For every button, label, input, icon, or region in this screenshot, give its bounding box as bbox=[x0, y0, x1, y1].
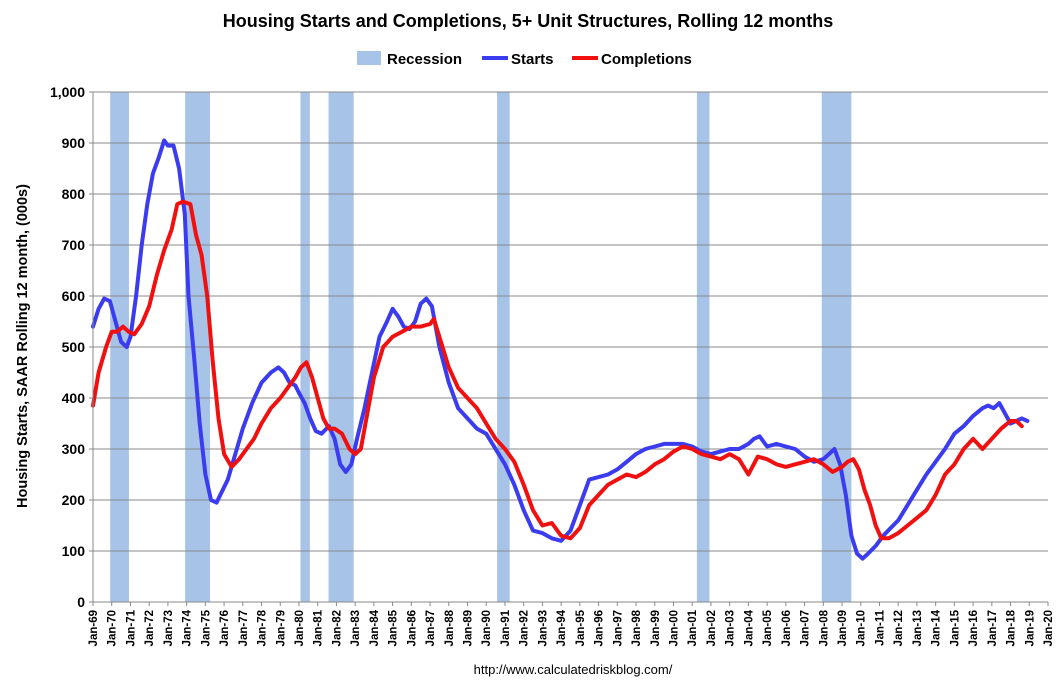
gridlines bbox=[93, 91, 1048, 552]
x-tick-label: Jan-92 bbox=[519, 610, 531, 646]
x-tick-label: Jan-77 bbox=[238, 610, 250, 646]
x-tick-label: Jan-81 bbox=[313, 609, 325, 646]
x-tick-label: Jan-07 bbox=[800, 610, 812, 646]
x-tick-label: Jan-72 bbox=[144, 610, 156, 646]
x-tick-label: Jan-91 bbox=[500, 609, 512, 646]
x-tick-label: Jan-03 bbox=[725, 610, 737, 646]
legend-item-completions: Completions bbox=[572, 51, 692, 68]
x-tick-label: Jan-97 bbox=[612, 610, 624, 646]
x-tick-label: Jan-11 bbox=[874, 609, 886, 645]
legend-swatch bbox=[357, 51, 381, 65]
x-tick-label: Jan-85 bbox=[388, 609, 400, 646]
y-tick-label: 800 bbox=[62, 186, 86, 202]
x-tick-label: Jan-90 bbox=[481, 610, 493, 646]
x-tick-label: Jan-78 bbox=[257, 609, 269, 646]
chart-title: Housing Starts and Completions, 5+ Unit … bbox=[223, 11, 834, 31]
x-tick-label: Jan-13 bbox=[912, 610, 924, 646]
x-tick-label: Jan-76 bbox=[219, 610, 231, 646]
legend-label: Recession bbox=[387, 51, 462, 68]
x-tick-label: Jan-20 bbox=[1043, 610, 1055, 646]
x-tick-label: Jan-95 bbox=[575, 609, 587, 646]
x-tick-label: Jan-93 bbox=[537, 610, 549, 646]
x-tick-label: Jan-70 bbox=[107, 610, 119, 646]
x-tick-label: Jan-98 bbox=[631, 609, 643, 646]
x-tick-label: Jan-87 bbox=[425, 610, 437, 646]
x-tick-label: Jan-00 bbox=[668, 610, 680, 646]
series-line-starts bbox=[91, 138, 1030, 561]
x-tick-label: Jan-84 bbox=[369, 609, 381, 646]
y-axis-label: Housing Starts, SAAR Rolling 12 month, (… bbox=[15, 184, 31, 508]
x-tick-label: Jan-86 bbox=[406, 610, 418, 646]
y-tick-label: 1,000 bbox=[50, 84, 85, 100]
x-tick-label: Jan-08 bbox=[818, 609, 830, 646]
x-tick-label: Jan-17 bbox=[987, 610, 999, 646]
x-tick-label: Jan-09 bbox=[837, 610, 849, 646]
x-tick-label: Jan-82 bbox=[331, 610, 343, 646]
series-lines bbox=[91, 138, 1030, 561]
y-tick-label: 300 bbox=[62, 441, 86, 457]
legend-item-recession: Recession bbox=[357, 51, 462, 68]
legend-label: Completions bbox=[601, 51, 692, 68]
x-tick-label: Jan-75 bbox=[200, 609, 212, 646]
x-tick-label: Jan-04 bbox=[743, 609, 755, 646]
x-tick-label: Jan-79 bbox=[275, 610, 287, 646]
y-tick-label: 500 bbox=[62, 339, 86, 355]
x-tick-label: Jan-69 bbox=[88, 610, 100, 646]
y-tick-label: 400 bbox=[62, 390, 86, 406]
x-tick-label: Jan-10 bbox=[856, 610, 868, 646]
x-tick-label: Jan-18 bbox=[1006, 609, 1018, 646]
x-tick-label: Jan-89 bbox=[463, 610, 475, 646]
x-tick-label: Jan-71 bbox=[125, 609, 137, 646]
x-tick-label: Jan-02 bbox=[706, 610, 718, 646]
y-tick-label: 200 bbox=[62, 492, 86, 508]
x-tick-label: Jan-96 bbox=[594, 610, 606, 646]
x-tick-label: Jan-73 bbox=[163, 610, 175, 646]
x-tick-label: Jan-83 bbox=[350, 610, 362, 646]
x-tick-label: Jan-05 bbox=[762, 609, 774, 646]
x-tick-label: Jan-88 bbox=[444, 609, 456, 646]
x-tick-label: Jan-94 bbox=[556, 609, 568, 646]
legend: Recession Starts Completions bbox=[357, 51, 692, 68]
x-tick-label: Jan-99 bbox=[650, 610, 662, 646]
x-tick-label: Jan-19 bbox=[1024, 610, 1036, 646]
x-tick-label: Jan-16 bbox=[968, 610, 980, 646]
y-tick-label: 100 bbox=[62, 543, 86, 559]
legend-item-starts: Starts bbox=[482, 51, 554, 68]
x-tick-label: Jan-14 bbox=[931, 609, 943, 646]
y-tick-label: 600 bbox=[62, 288, 86, 304]
x-tick-label: Jan-06 bbox=[781, 610, 793, 646]
x-tick-label: Jan-01 bbox=[687, 609, 699, 646]
axes: 0 100 200 300 400 500 600 700 800 900 1,000 Jan-69 J… bbox=[50, 84, 1055, 646]
y-tick-label: 900 bbox=[62, 135, 86, 151]
x-tick-label: Jan-74 bbox=[182, 609, 194, 646]
legend-label: Starts bbox=[511, 51, 554, 68]
x-tick-label: Jan-15 bbox=[949, 609, 961, 646]
y-tick-label: 0 bbox=[77, 594, 85, 610]
x-tick-label: Jan-80 bbox=[294, 610, 306, 646]
source-label: http://www.calculatedriskblog.com/ bbox=[474, 662, 673, 677]
series-line-completions bbox=[91, 199, 1024, 541]
y-tick-label: 700 bbox=[62, 237, 86, 253]
x-tick-label: Jan-12 bbox=[893, 610, 905, 646]
